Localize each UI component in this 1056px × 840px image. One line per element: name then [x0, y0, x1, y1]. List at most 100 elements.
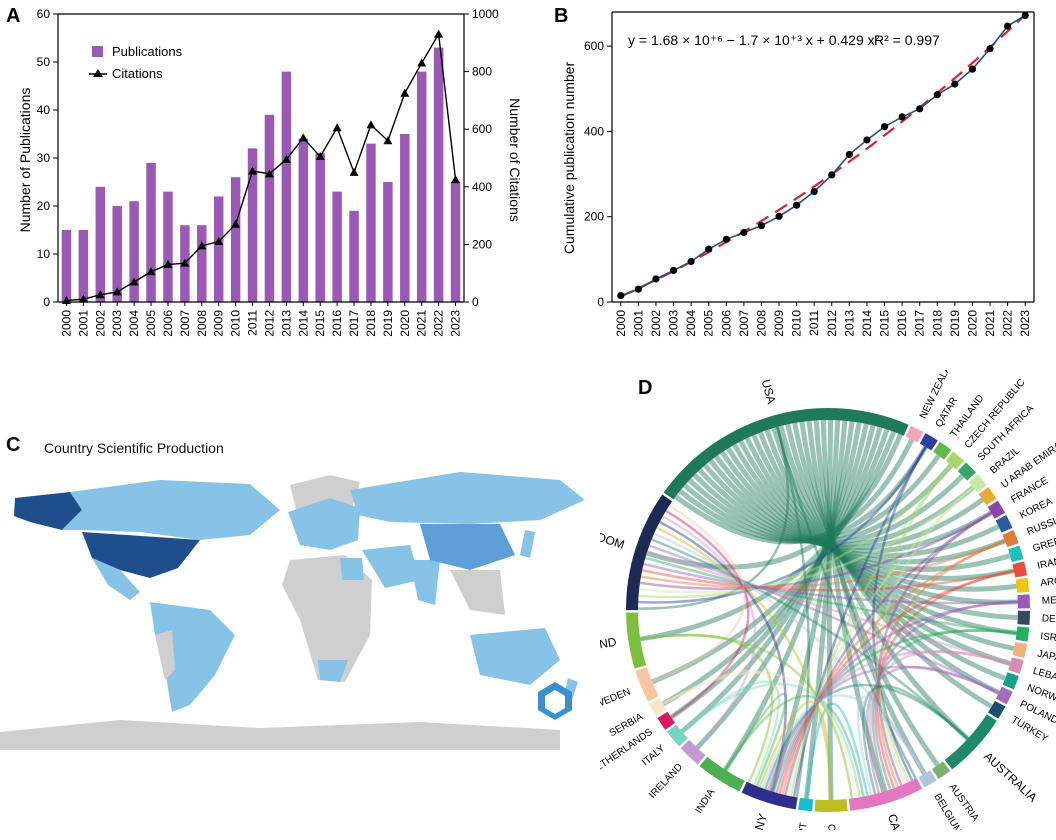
citations-point — [349, 167, 359, 176]
map-region-egypt — [340, 558, 364, 580]
citations-point — [112, 287, 122, 296]
publications-bar — [332, 191, 342, 302]
chord-sector — [1012, 641, 1028, 658]
chord-sector — [918, 770, 937, 788]
map-region-mexico — [92, 558, 140, 600]
chord-link — [771, 427, 1011, 667]
chord-link — [789, 464, 952, 797]
chord-link — [651, 538, 969, 740]
chord-sector — [995, 514, 1013, 533]
x-tick-label: 2001 — [631, 310, 645, 337]
chord-link — [641, 569, 1015, 592]
chord-link — [804, 420, 841, 800]
y-right-tick-label: 800 — [472, 65, 492, 79]
chord-sector — [988, 700, 1006, 719]
chord-link — [758, 700, 833, 800]
x-tick-label: 2017 — [347, 310, 361, 337]
chord-link — [720, 450, 1006, 565]
chord-link — [638, 446, 927, 604]
x-tick-label: 2007 — [178, 310, 192, 337]
panel-c: C Country Scientific Production — [0, 420, 600, 780]
chord-link — [656, 526, 833, 800]
chord-sector — [798, 797, 814, 812]
cumulative-point — [775, 212, 783, 220]
chord-link — [785, 423, 1001, 696]
cumulative-point — [828, 171, 836, 179]
chord-link — [643, 562, 1018, 605]
chord-link — [697, 468, 975, 548]
fit-line — [620, 14, 1026, 298]
citations-point — [264, 169, 274, 178]
cumulative-point — [986, 45, 994, 53]
x-tick-label: 2020 — [398, 310, 412, 337]
panel-b-equation: y = 1.68 × 10⁺⁶ − 1.7 × 10⁺³ x + 0.429 x… — [628, 32, 880, 48]
x-tick-label: 2014 — [860, 310, 874, 337]
x-tick-label: 2007 — [737, 310, 751, 337]
map-region-antarctica — [0, 720, 560, 750]
citations-point — [180, 258, 190, 267]
chord-link — [724, 694, 865, 797]
chord-link — [726, 447, 1011, 572]
chord-sector-label: AUSTRALIA — [981, 749, 1040, 804]
x-tick-label: 2019 — [948, 310, 962, 337]
chord-link — [876, 539, 1006, 788]
chord-link — [638, 486, 974, 594]
map-region-canada — [62, 480, 280, 540]
chord-sector-label: CANADA — [885, 812, 913, 830]
chord-link — [639, 511, 992, 591]
citations-point — [197, 241, 207, 250]
y-left-tick-label: 10 — [37, 247, 51, 261]
chord-link — [792, 422, 993, 709]
chord-link — [820, 419, 887, 793]
chord-sector — [1008, 545, 1024, 563]
y-right-tick-label: 1000 — [472, 7, 499, 21]
chord-sector-label: NETHERLANDS — [600, 727, 655, 778]
chord-link — [640, 539, 1006, 589]
legend-publications-swatch — [92, 46, 103, 57]
map-region-africa — [282, 555, 372, 682]
chord-link — [875, 569, 1015, 789]
citations-point — [214, 237, 224, 246]
citations-point — [383, 136, 393, 145]
citations-point — [366, 120, 376, 129]
y-left-tick-label: 30 — [37, 151, 51, 165]
chord-link — [662, 515, 757, 749]
chord-sector — [626, 494, 673, 611]
chord-link — [868, 650, 1011, 793]
chord-link — [778, 569, 1015, 795]
x-tick-label: 2004 — [684, 310, 698, 337]
x-tick-label: 2022 — [1001, 310, 1015, 337]
chord-sector — [944, 714, 997, 770]
chord-link — [757, 431, 1017, 636]
publications-bar — [112, 206, 122, 302]
map-region-south-america — [150, 602, 235, 712]
chord-sector-label: JAPAN — [1036, 648, 1056, 665]
x-tick-label: 2001 — [76, 310, 90, 337]
panel-a-legend: Publications Citations — [89, 44, 183, 81]
map-region-japan — [520, 530, 535, 558]
x-tick-label: 2009 — [212, 310, 226, 337]
publications-bar — [298, 138, 309, 302]
y-tick-label: 600 — [584, 39, 604, 53]
chord-link — [662, 669, 777, 785]
panel-b-r2: R² = 0.997 — [874, 32, 940, 48]
cumulative-point — [793, 201, 801, 209]
panel-d-letter: D — [638, 377, 652, 399]
citations-point — [95, 290, 105, 299]
chord-sector-label: ITALY — [640, 743, 668, 768]
publications-bar — [78, 230, 89, 302]
chord-sector — [1015, 626, 1030, 642]
y-right-tick-label: 0 — [472, 295, 479, 309]
chord-link — [877, 486, 974, 785]
chord-sector — [814, 799, 848, 812]
x-tick-label: 2002 — [649, 310, 663, 337]
x-tick-label: 2019 — [381, 310, 395, 337]
chord-link — [875, 464, 952, 783]
chord-sector-label: DENMARK — [1042, 613, 1056, 626]
citations-point — [248, 166, 258, 175]
chord-sector-label: NEW ZEALAND — [918, 370, 960, 421]
publications-bar — [281, 71, 292, 302]
chord-sector — [1012, 561, 1028, 578]
publications-bar — [416, 71, 427, 302]
publications-bar — [61, 230, 72, 302]
